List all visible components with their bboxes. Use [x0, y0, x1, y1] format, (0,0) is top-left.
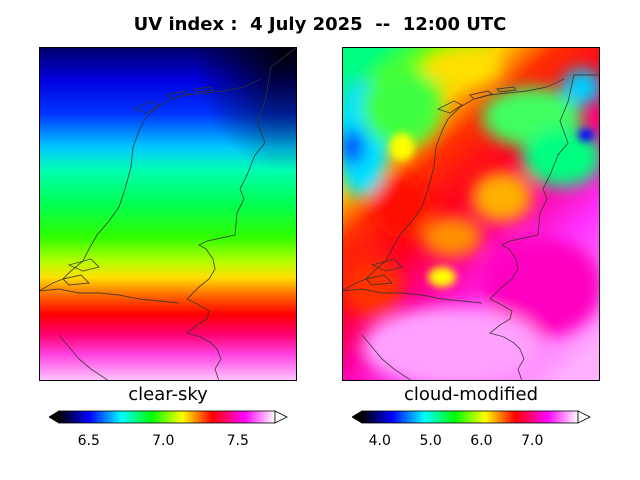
coastline-outline: [39, 47, 297, 381]
colorbar-tick-label: 7.5: [226, 433, 249, 449]
cloud-modified-map: [342, 47, 600, 381]
colorbar-tick-label: 7.0: [152, 433, 175, 449]
colorbar-tick-label: 6.5: [77, 433, 100, 449]
clear-sky-label: clear-sky: [128, 384, 208, 405]
clear-sky-colorbar: [49, 410, 288, 424]
clear-sky-map: [39, 47, 297, 381]
colorbar-tick-label: 4.0: [368, 433, 391, 449]
colorbar-tick-label: 7.0: [521, 433, 544, 449]
colorbar-tick-label: 6.0: [470, 433, 493, 449]
cloud-modified-label: cloud-modified: [403, 384, 539, 405]
cloud-modified-colorbar: [352, 410, 591, 424]
figure-title: UV index : 4 July 2025 -- 12:00 UTC: [133, 14, 507, 35]
colorbar-tick-label: 5.0: [419, 433, 442, 449]
coastline-outline: [342, 74, 600, 381]
